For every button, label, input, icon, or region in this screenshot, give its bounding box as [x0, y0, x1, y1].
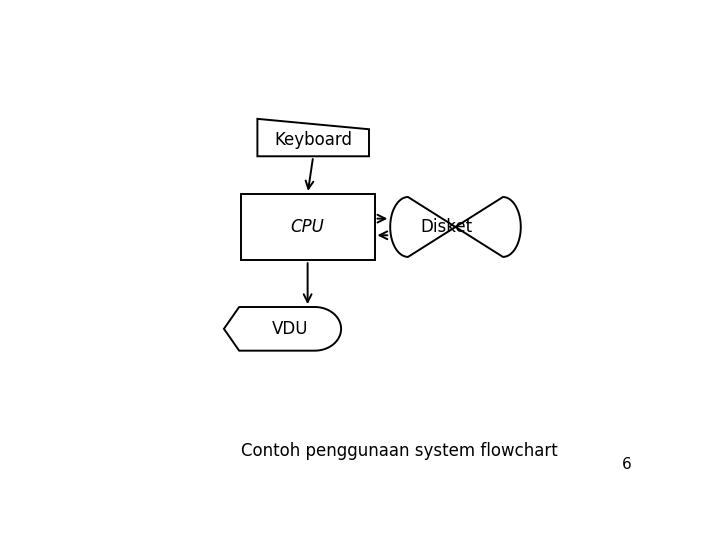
Bar: [240, 194, 374, 260]
Text: 6: 6: [621, 457, 631, 472]
Text: CPU: CPU: [291, 218, 325, 236]
Text: Keyboard: Keyboard: [274, 131, 352, 149]
PathPatch shape: [390, 197, 521, 257]
PathPatch shape: [224, 307, 341, 350]
Text: VDU: VDU: [272, 320, 308, 338]
Text: Contoh penggunaan system flowchart: Contoh penggunaan system flowchart: [240, 442, 557, 461]
PathPatch shape: [258, 119, 369, 156]
Text: Disket: Disket: [420, 218, 472, 236]
